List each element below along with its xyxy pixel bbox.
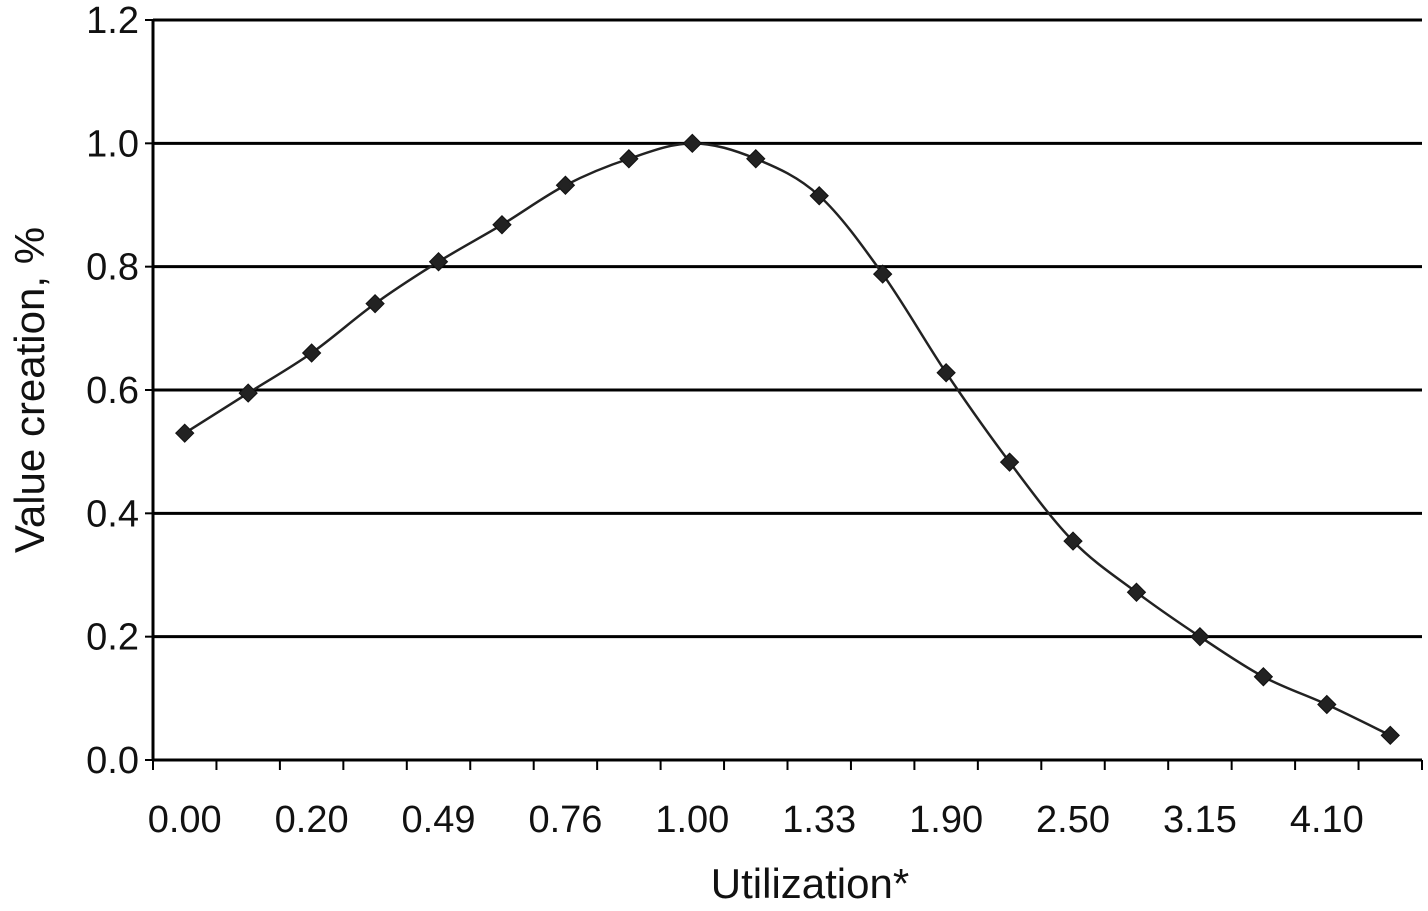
x-tick-label: 0.20	[275, 799, 349, 841]
data-point-marker	[936, 363, 956, 383]
x-tick-label: 1.00	[655, 799, 729, 841]
x-axis-title: Utilization*	[711, 860, 909, 907]
data-point-marker	[619, 149, 639, 169]
data-point-marker	[1126, 582, 1147, 602]
x-tick-label: 0.49	[402, 799, 476, 841]
data-point-marker	[1380, 725, 1400, 746]
data-point-marker	[809, 186, 829, 206]
gridlines	[153, 18, 1422, 639]
data-point-marker	[999, 452, 1020, 472]
data-point-marker	[301, 343, 322, 363]
x-tick-label: 2.50	[1036, 799, 1110, 841]
x-tick-label: 0.76	[528, 799, 602, 841]
data-point-marker	[365, 293, 385, 314]
data-point-marker	[682, 133, 703, 154]
data-point-marker	[872, 264, 893, 284]
data-point-marker	[1063, 531, 1083, 551]
x-tick-label: 1.33	[782, 799, 856, 841]
data-point-marker	[492, 215, 512, 235]
data-point-marker	[238, 383, 258, 403]
x-tick-label: 1.90	[909, 799, 983, 841]
data-point-marker	[1190, 626, 1210, 647]
data-point-marker	[175, 423, 195, 443]
series-line	[184, 142, 1391, 737]
tick-labels: 0.0 0.2 0.4 0.6 0.8 1.0 1.2 0.00 0.20 0.49 0.76 1.0…	[86, 0, 1364, 841]
data-point-marker	[428, 252, 449, 272]
y-tick-label: 1.0	[86, 123, 139, 165]
data-point-marker	[746, 149, 766, 169]
x-tick-label: 0.00	[148, 799, 222, 841]
x-tick-label: 3.15	[1163, 799, 1237, 841]
x-tick-label: 4.10	[1290, 799, 1364, 841]
y-tick-label: 0.6	[86, 370, 139, 412]
data-point-marker	[1317, 694, 1337, 715]
data-point-marker	[555, 175, 576, 195]
y-axis-title: Value creation, %	[6, 227, 53, 553]
series-layer	[175, 133, 1400, 746]
data-point-marker	[1253, 667, 1274, 687]
axes	[145, 19, 1423, 770]
y-tick-label: 1.2	[86, 0, 139, 42]
y-tick-label: 0.4	[86, 493, 139, 535]
y-tick-label: 0.0	[86, 740, 139, 782]
y-tick-label: 0.8	[86, 247, 139, 289]
y-tick-label: 0.2	[86, 617, 139, 659]
